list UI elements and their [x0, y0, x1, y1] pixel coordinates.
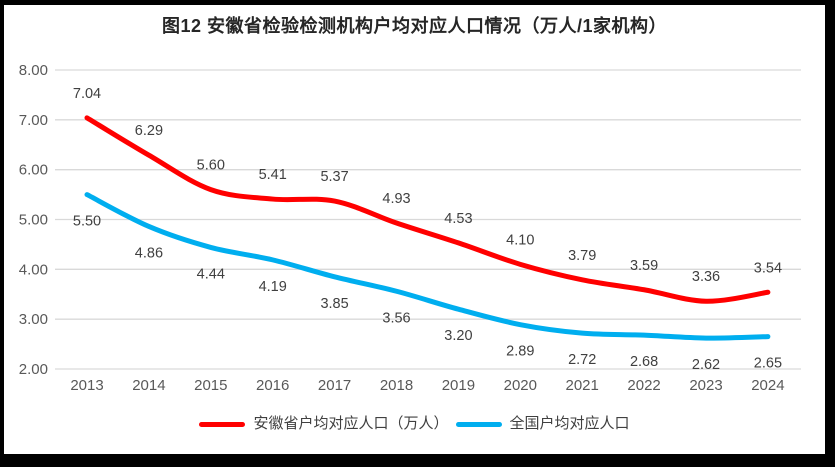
y-axis-tick-label: 2.00 — [19, 361, 48, 378]
x-axis-tick-label: 2024 — [751, 377, 784, 394]
y-axis-tick-label: 6.00 — [19, 162, 48, 179]
data-label-series-0: 5.37 — [320, 169, 348, 185]
y-axis-tick-label: 4.00 — [19, 261, 48, 278]
data-label-series-1: 3.56 — [382, 310, 410, 326]
chart-canvas: 图12 安徽省检验检测机构户均对应人口情况（万人/1家机构） 8.00 7.00 6… — [4, 5, 825, 454]
chart-legend: 安徽省户均对应人口（万人） 全国户均对应人口 — [4, 414, 825, 434]
data-label-series-1: 4.19 — [259, 279, 287, 295]
chart-title: 图12 安徽省检验检测机构户均对应人口情况（万人/1家机构） — [161, 16, 668, 36]
data-label-series-0: 7.04 — [73, 86, 101, 102]
data-label-series-1: 3.85 — [320, 296, 348, 312]
data-label-series-0: 3.54 — [754, 260, 782, 276]
x-axis-tick-label: 2019 — [442, 377, 475, 394]
legend-line-swatch-anhui-icon — [199, 421, 246, 427]
x-axis-tick-label: 2015 — [194, 377, 227, 394]
x-axis-tick-label: 2014 — [132, 377, 165, 394]
y-axis-tick-label: 3.00 — [19, 311, 48, 328]
data-label-series-1: 5.50 — [73, 214, 101, 230]
data-label-series-0: 4.93 — [382, 191, 410, 207]
x-axis-tick-label: 2020 — [504, 377, 537, 394]
data-label-series-0: 5.60 — [197, 158, 225, 174]
data-label-series-1: 3.20 — [444, 328, 472, 344]
legend-item-national: 全国户均对应人口 — [455, 414, 630, 434]
data-label-series-0: 3.36 — [692, 269, 720, 285]
line-chart: 8.00 7.00 6.00 5.00 4.00 3.00 2.00 2013 2014 2015… — [19, 62, 801, 394]
series-line-1 — [84, 192, 771, 341]
legend-item-anhui: 安徽省户均对应人口（万人） — [199, 414, 449, 434]
x-axis-tick-label: 2013 — [70, 377, 103, 394]
x-axis-tick-label: 2023 — [689, 377, 722, 394]
data-label-series-0: 3.79 — [568, 248, 596, 264]
series-line-0 — [84, 115, 771, 304]
x-axis-tick-label: 2018 — [380, 377, 413, 394]
data-label-series-0: 4.53 — [444, 211, 472, 227]
x-axis-tick-label: 2022 — [627, 377, 660, 394]
data-label-series-1: 2.68 — [630, 354, 658, 370]
data-label-series-1: 2.89 — [506, 344, 534, 360]
data-label-series-0: 6.29 — [135, 123, 163, 139]
data-label-series-0: 5.41 — [259, 167, 287, 183]
data-label-series-1: 2.62 — [692, 357, 720, 373]
legend-line-swatch-national-icon — [455, 421, 502, 427]
data-label-series-1: 2.72 — [568, 352, 596, 368]
x-axis-tick-label: 2021 — [566, 377, 599, 394]
data-label-series-0: 4.10 — [506, 232, 534, 248]
y-axis-tick-label: 5.00 — [19, 212, 48, 229]
data-label-series-1: 4.44 — [197, 266, 225, 282]
x-axis-tick-label: 2017 — [318, 377, 351, 394]
data-label-series-0: 3.59 — [630, 258, 658, 274]
y-axis-tick-label: 7.00 — [19, 112, 48, 129]
data-label-series-1: 4.86 — [135, 245, 163, 261]
legend-label-national: 全国户均对应人口 — [509, 415, 630, 432]
y-axis-tick-label: 8.00 — [19, 62, 48, 79]
data-label-series-1: 2.65 — [754, 356, 782, 372]
x-axis-tick-label: 2016 — [256, 377, 289, 394]
legend-label-anhui: 安徽省户均对应人口（万人） — [253, 415, 449, 432]
